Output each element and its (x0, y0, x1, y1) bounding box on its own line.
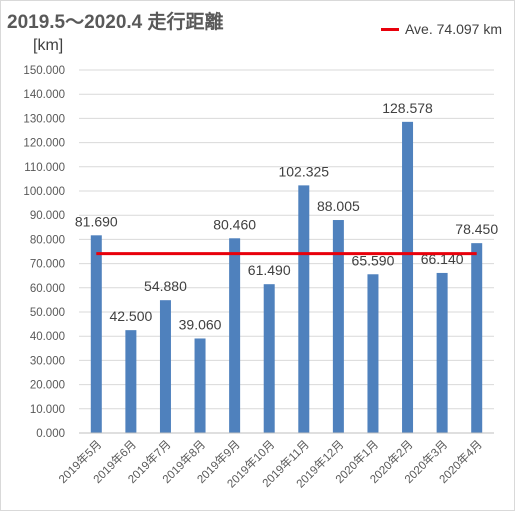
y-tick-label: 60.000 (30, 283, 65, 295)
y-tick-label: 30.000 (30, 355, 65, 367)
data-label: 88.005 (317, 198, 360, 214)
y-tick-label: 80.000 (30, 234, 65, 246)
chart-title: 2019.5～2020.4 走行距離 (7, 12, 224, 33)
y-tick-label: 130.000 (23, 113, 65, 125)
data-label: 128.578 (382, 100, 433, 116)
y-tick-label: 120.000 (23, 138, 65, 150)
y-tick-label: 10.000 (30, 404, 65, 416)
data-label: 81.690 (75, 213, 118, 229)
bar (125, 330, 137, 433)
legend-average-swatch (380, 27, 399, 31)
bar (194, 338, 206, 433)
bar (298, 185, 310, 433)
data-label: 78.450 (455, 221, 498, 237)
y-tick-label: 150.000 (23, 65, 65, 77)
y-axis-unit-label: [km] (33, 37, 64, 54)
y-tick-label: 70.000 (30, 259, 65, 271)
y-tick-label: 50.000 (30, 307, 65, 319)
data-label: 39.060 (179, 316, 222, 332)
y-tick-label: 20.000 (30, 380, 65, 392)
legend-average-label: Ave. 74.097 km (404, 21, 502, 37)
data-label: 80.460 (213, 216, 256, 232)
y-tick-label: 140.000 (23, 89, 65, 101)
bar (263, 284, 275, 433)
y-tick-label: 110.000 (24, 162, 65, 174)
data-label: 102.325 (278, 163, 329, 179)
y-tick-label: 40.000 (30, 331, 65, 343)
legend: Ave. 74.097 km (380, 21, 502, 37)
y-tick-label: 0.000 (36, 428, 65, 440)
bar (471, 243, 483, 433)
data-label: 42.500 (109, 308, 152, 324)
bar (229, 238, 241, 433)
data-label: 61.490 (248, 262, 291, 278)
bar (436, 272, 448, 433)
bar (367, 274, 379, 433)
bar (402, 121, 414, 433)
y-tick-label: 100.000 (23, 186, 65, 198)
data-label: 54.880 (144, 278, 187, 294)
data-label: 65.590 (352, 252, 395, 268)
bar (332, 220, 344, 433)
y-tick-label: 90.000 (30, 210, 65, 222)
bar (90, 235, 102, 433)
bar (159, 300, 171, 433)
